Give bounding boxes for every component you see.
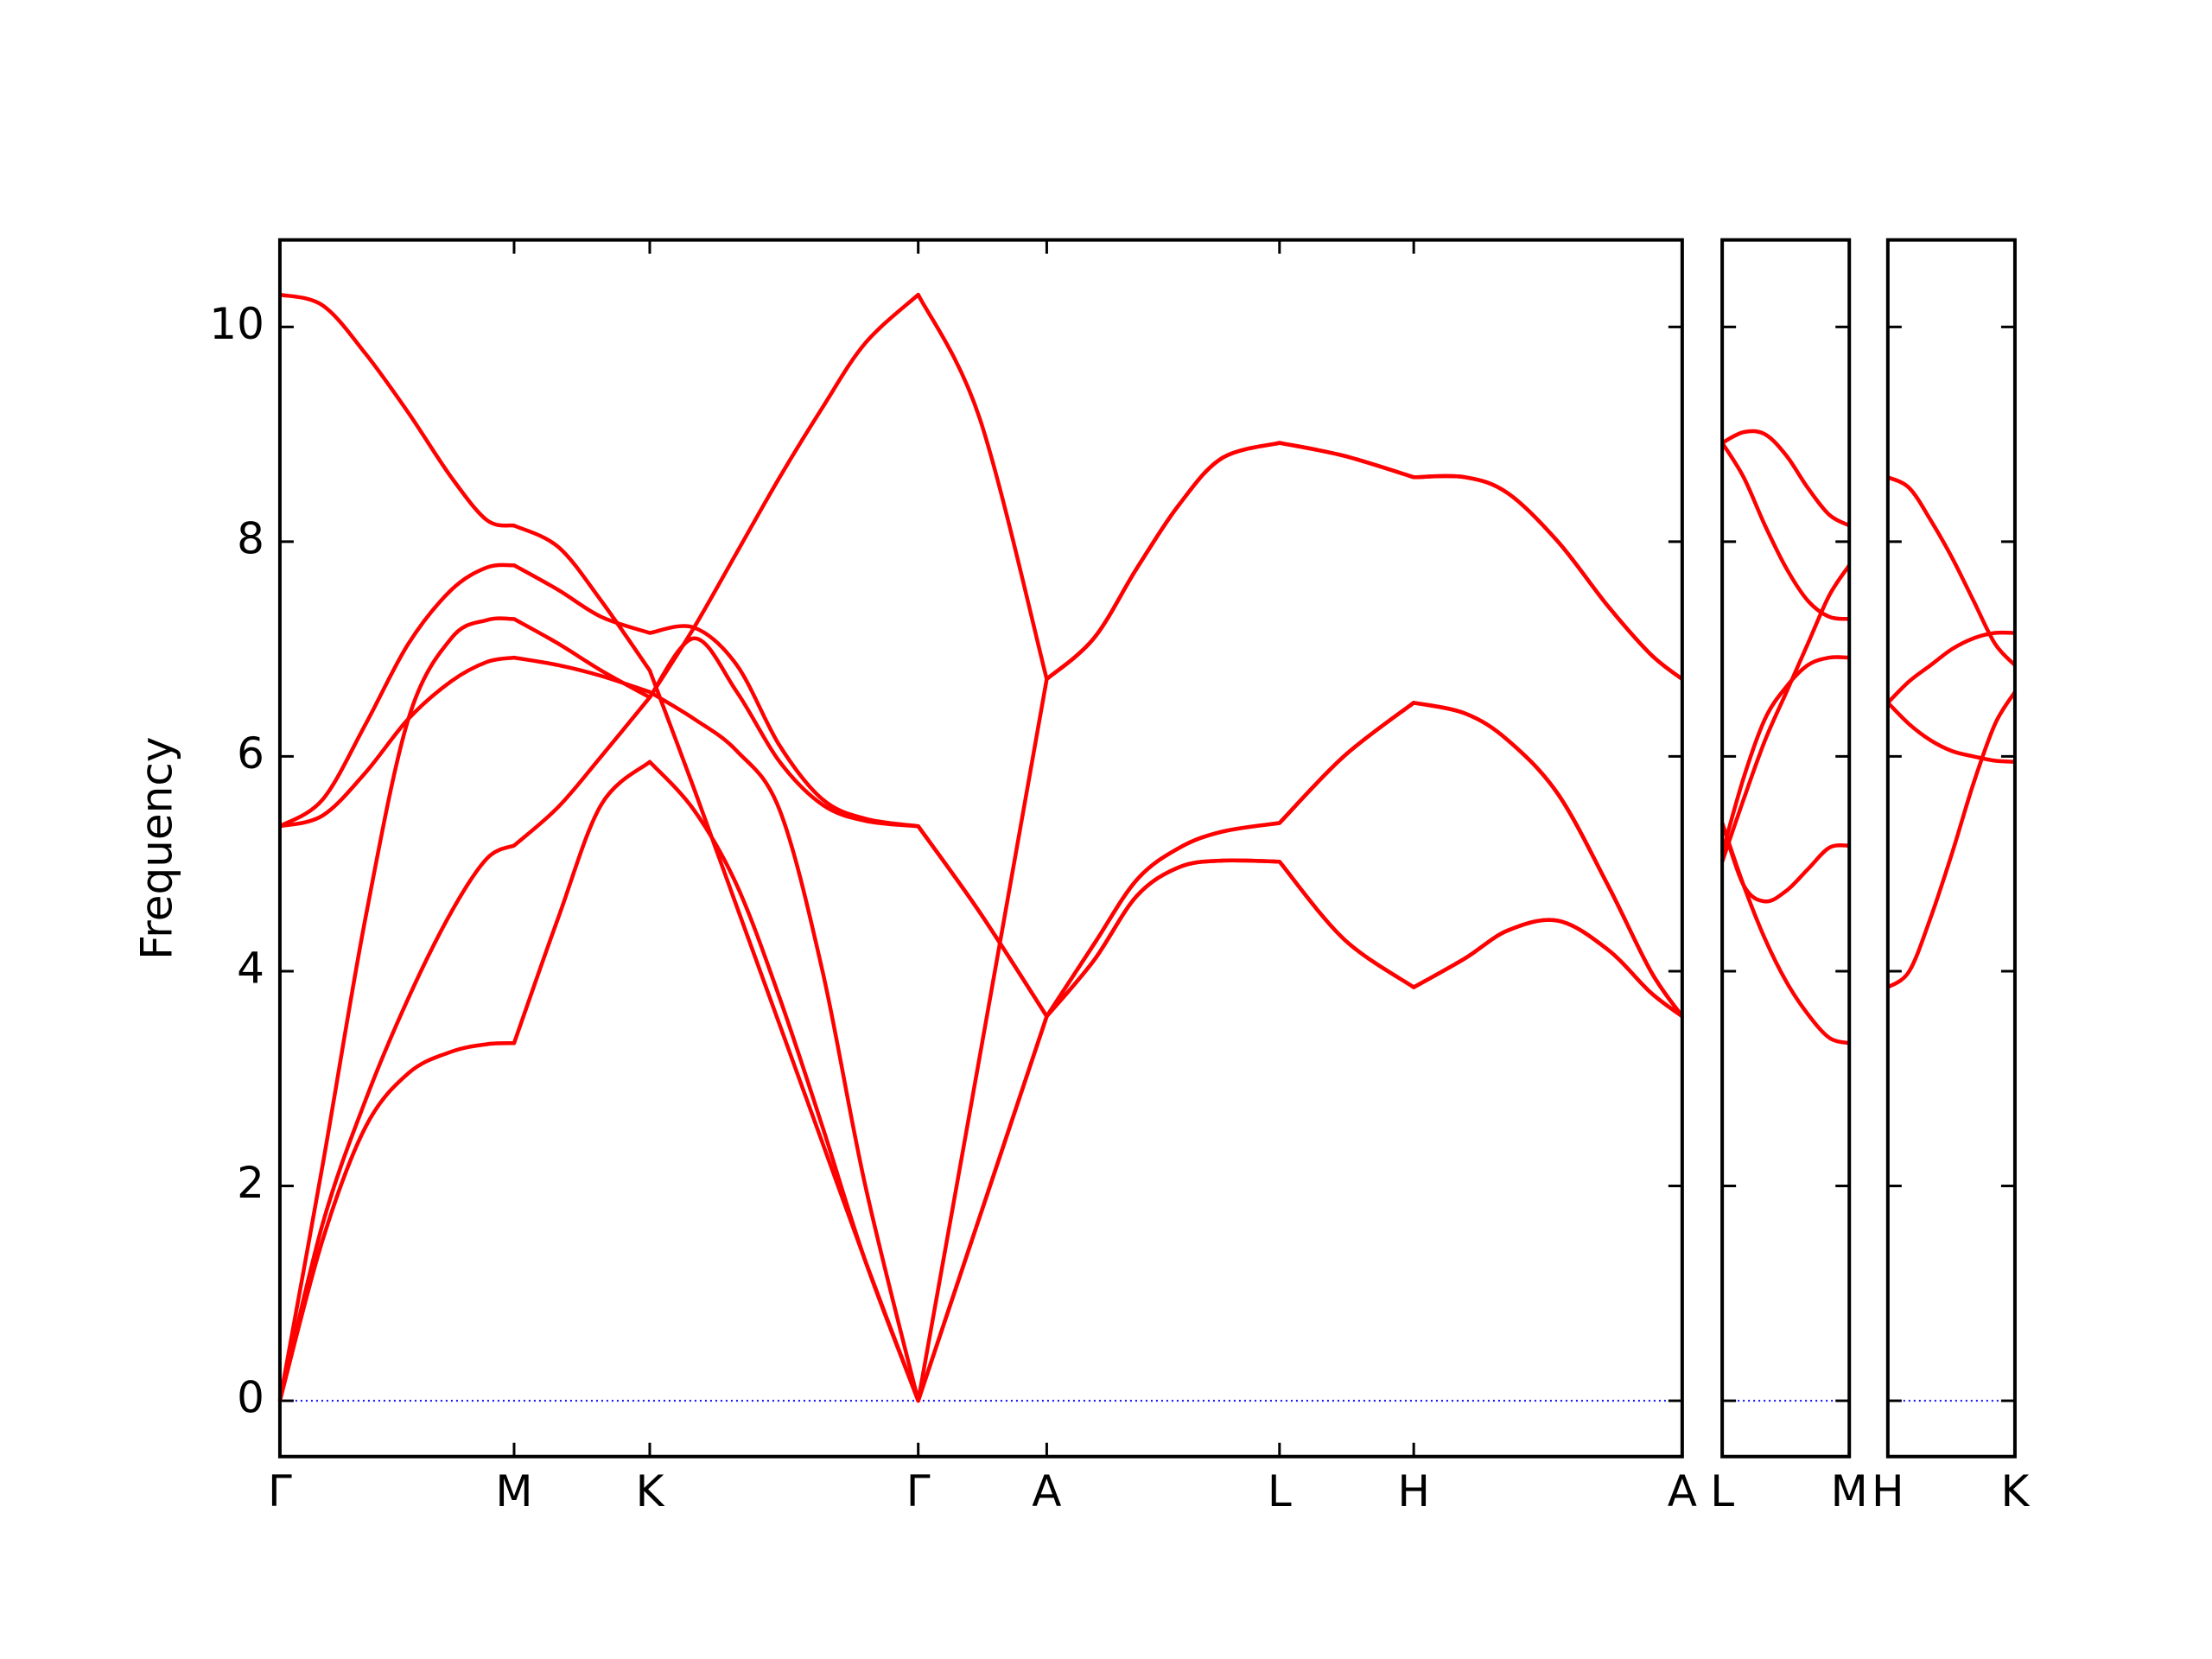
x-tick-label: K [636, 1466, 665, 1516]
band [1720, 563, 1852, 862]
y-tick-label: 10 [209, 299, 264, 349]
y-tick-label: 2 [237, 1158, 264, 1208]
band [1719, 655, 1850, 854]
band [279, 441, 1684, 1403]
x-tick-label: H [1872, 1466, 1904, 1516]
y-tick-label: 8 [237, 513, 264, 563]
band [277, 616, 1684, 1402]
plot-frame [1720, 238, 1852, 1459]
y-tick-label: 4 [237, 943, 264, 993]
x-tick-label: H [1397, 1466, 1430, 1516]
band [1720, 822, 1850, 1046]
y-axis-label: Frequency [132, 737, 182, 960]
x-tick-label: Γ [268, 1466, 292, 1516]
band [1721, 429, 1851, 528]
y-tick-label: 6 [237, 728, 264, 779]
band [1886, 630, 2015, 704]
x-tick-label: M [495, 1466, 532, 1516]
y-tick-label: 0 [237, 1373, 264, 1423]
band [278, 563, 1684, 1019]
x-tick-label: L [1268, 1466, 1292, 1516]
x-tick-label: K [2001, 1466, 2031, 1516]
band [1886, 690, 2017, 989]
x-tick-label: L [1710, 1466, 1734, 1516]
band [1886, 475, 2017, 667]
x-tick-label: M [1831, 1466, 1868, 1516]
x-tick-label: A [1032, 1466, 1061, 1516]
band [1720, 822, 1850, 904]
band [1886, 701, 2016, 764]
plot-frame [1885, 238, 2017, 1459]
band [1720, 442, 1850, 621]
band [277, 292, 1684, 1402]
plot-frame [277, 238, 1684, 1459]
band [279, 292, 1684, 1403]
x-tick-label: Γ [906, 1466, 931, 1516]
x-tick-label: A [1668, 1466, 1697, 1516]
